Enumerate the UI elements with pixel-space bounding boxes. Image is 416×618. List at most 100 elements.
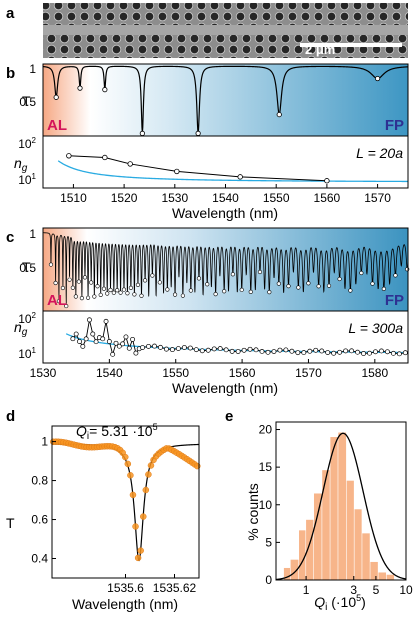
- c-dip-marker-80: [53, 280, 58, 286]
- e-gaussian-fit: [275, 432, 407, 581]
- c-ng-point-61: [379, 348, 384, 354]
- d-point-34: [137, 547, 144, 554]
- c-ng-point-42: [265, 349, 271, 355]
- b-xtick-label-1: 1520: [111, 191, 138, 205]
- c-ng-point-21: [140, 345, 145, 351]
- c-ng-point-26: [169, 347, 175, 353]
- c-dip-marker-42: [222, 289, 227, 294]
- c-dip-marker-26: [157, 280, 162, 285]
- c-ng-point-63: [390, 350, 396, 356]
- c-dip-marker-20: [135, 282, 141, 287]
- c-ng-point-14: [116, 343, 122, 349]
- c-ng-point-65: [402, 350, 408, 356]
- b-dip-marker-1: [77, 85, 83, 91]
- c-ng-point-49: [307, 348, 313, 354]
- c-dip-marker-74: [381, 286, 386, 291]
- panel-b-group-index: ng 102 101 L = 20a 1510 1520 1530 1540 1550 1…: [14, 135, 409, 221]
- c-dip-marker-66: [337, 276, 342, 282]
- e-xlabel: Qi (·105): [314, 593, 366, 613]
- d-point-29: [124, 460, 132, 468]
- c-dip-marker-36: [196, 276, 202, 281]
- b-label-fp: FP: [385, 117, 404, 134]
- c-ng-point-43: [271, 349, 277, 355]
- panel-letter-e: e: [225, 408, 233, 425]
- c-dip-marker-6: [89, 280, 94, 285]
- d-annotation-Q: Qi= 5.31 ·105: [76, 422, 158, 442]
- c-dip-marker-70: [359, 270, 364, 276]
- d-point-37: [145, 471, 152, 478]
- c-ng-point-12: [110, 351, 116, 357]
- c-dip-marker-46: [239, 287, 244, 292]
- d-xtick-label-0: 1535.6: [107, 581, 144, 595]
- b-ng-point-3: [174, 168, 180, 175]
- c-dip-marker-16: [121, 287, 127, 292]
- e-bar-3: [306, 519, 314, 580]
- c-ytick-05: 0.5: [19, 261, 36, 275]
- d-fit-line: [52, 443, 200, 562]
- c-ng-point-47: [295, 350, 301, 356]
- e-bar-1: [290, 559, 299, 580]
- c-ng-point-18: [130, 336, 136, 342]
- c-ng-point-4: [83, 336, 89, 342]
- c-xtick-label-3: 1560: [229, 366, 256, 380]
- c-ng-point-38: [241, 347, 247, 353]
- c-dip-marker-38: [205, 282, 210, 287]
- panel-letter-c: c: [6, 229, 14, 246]
- c-dip-marker-22: [142, 278, 148, 283]
- b-dip-marker-6: [374, 75, 381, 82]
- c-dip-marker-24: [150, 273, 155, 278]
- panel-c-transmission: T 1 0.5 AL FP: [19, 227, 410, 312]
- panel-letter-a: a: [6, 5, 15, 22]
- e-bar-2: [299, 530, 306, 580]
- e-bar-7: [338, 432, 347, 580]
- c-ng-point-6: [90, 331, 96, 337]
- c-dip-marker-64: [326, 283, 332, 288]
- c-ng-point-58: [361, 351, 366, 356]
- b-ylabel-T: T: [22, 93, 31, 109]
- c-dip-marker-17: [125, 291, 130, 296]
- c-dip-marker-32: [180, 293, 185, 298]
- b-ytick-100: 102: [18, 136, 36, 151]
- c-dip-marker-5: [85, 295, 91, 300]
- c-ng-point-51: [319, 348, 325, 354]
- c-dip-marker-54: [276, 281, 281, 286]
- e-bar-6: [330, 437, 338, 580]
- panel-c-group-index: ng 102 101 L = 300a 1530 1540 1550 1560 1570…: [14, 310, 409, 396]
- b-ytick-1: 1: [29, 62, 36, 76]
- c-ng-point-10: [103, 318, 109, 324]
- c-label-al: AL: [47, 292, 67, 309]
- b-xtick-label-4: 1550: [263, 191, 290, 205]
- c-xtick-label-0: 1530: [30, 366, 57, 380]
- panel-letter-d: d: [6, 408, 15, 425]
- c-dip-marker-8: [95, 284, 100, 289]
- c-ng-point-16: [123, 334, 129, 340]
- c-ng-point-23: [152, 343, 157, 349]
- c-dip-marker-52: [267, 290, 272, 295]
- c-ng-point-45: [283, 347, 289, 353]
- c-ng-point-29: [187, 345, 193, 351]
- e-bar-8: [346, 480, 354, 580]
- c-dip-marker-79: [48, 262, 54, 267]
- c-dip-marker-50: [257, 269, 263, 275]
- b-ng-point-1: [102, 154, 108, 161]
- c-ng-point-41: [259, 348, 265, 354]
- c-ng-point-33: [211, 346, 217, 352]
- c-xtick-label-5: 1580: [361, 366, 388, 380]
- b-ng-point-4: [237, 174, 243, 180]
- c-dip-marker-18: [128, 285, 133, 290]
- d-point-33: [134, 554, 142, 562]
- b-ng-point-2: [127, 161, 133, 167]
- c-dip-marker-76: [393, 273, 398, 278]
- b-xtick-label-3: 1540: [212, 191, 239, 205]
- c-ylabel-T: T: [22, 259, 31, 275]
- c-ng-point-57: [355, 349, 361, 355]
- e-bar-13: [386, 574, 395, 580]
- b-ng-point-5: [324, 178, 330, 184]
- d-point-31: [129, 491, 137, 499]
- e-ytick-label-0: 0: [265, 573, 272, 587]
- c-ng-point-50: [313, 347, 319, 353]
- c-ng-point-55: [343, 348, 349, 354]
- c-ng-point-15: [120, 341, 126, 347]
- b-ytick-10: 101: [18, 172, 36, 187]
- c-ng-point-7: [93, 339, 99, 345]
